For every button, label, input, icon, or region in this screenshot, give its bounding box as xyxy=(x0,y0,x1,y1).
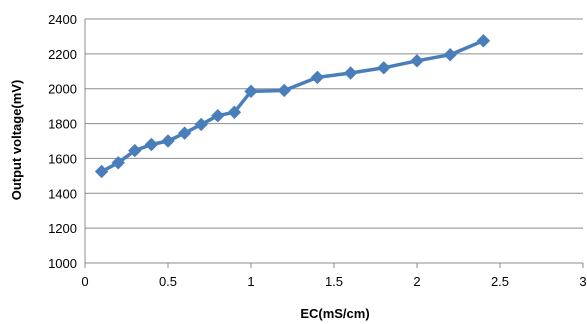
data-point-marker xyxy=(227,105,242,119)
y-tick-label: 2000 xyxy=(48,82,77,97)
data-point-marker xyxy=(377,61,391,75)
y-axis-title: Output voltage(mV) xyxy=(9,80,24,201)
series-line xyxy=(100,39,485,174)
data-point-marker xyxy=(128,143,142,158)
grid-layer xyxy=(85,18,583,229)
x-tick-label: 0 xyxy=(81,274,88,289)
y-tick-label: 2200 xyxy=(48,47,77,62)
y-tick-label: 1200 xyxy=(48,221,77,236)
x-tick-label: 0.5 xyxy=(159,274,177,289)
x-axis-title: EC(mS/cm) xyxy=(300,306,369,321)
data-point-marker xyxy=(310,70,325,85)
data-point-marker xyxy=(343,66,358,80)
y-tick-label: 1000 xyxy=(48,256,77,271)
data-point-marker xyxy=(211,109,225,123)
data-point-marker xyxy=(161,134,175,148)
tick-labels-layer: 1000 1200 1400 1600 1800 2000 2200 2400 0 0.5 1 1.5… xyxy=(48,12,587,289)
axes-layer xyxy=(84,19,584,268)
x-tick-label: 3 xyxy=(579,274,586,289)
data-point-marker xyxy=(194,117,208,132)
x-tick-label: 1.5 xyxy=(325,274,343,289)
data-point-marker xyxy=(177,126,192,140)
y-tick-label: 1800 xyxy=(48,117,77,132)
data-point-marker xyxy=(144,137,159,152)
series-layer xyxy=(94,34,491,179)
data-point-marker xyxy=(94,164,109,179)
x-tick-label: 2 xyxy=(413,274,420,289)
y-tick-label: 1600 xyxy=(48,151,77,166)
x-tick-label: 2.5 xyxy=(491,274,509,289)
x-tick-label: 1 xyxy=(247,274,254,289)
y-tick-label: 1400 xyxy=(48,186,77,201)
data-point-marker xyxy=(476,34,491,48)
data-point-marker xyxy=(410,54,424,68)
data-point-marker xyxy=(277,83,291,98)
data-point-marker xyxy=(443,48,457,62)
y-tick-label: 2400 xyxy=(48,12,77,27)
data-point-marker xyxy=(244,84,258,99)
data-point-marker xyxy=(111,156,125,170)
